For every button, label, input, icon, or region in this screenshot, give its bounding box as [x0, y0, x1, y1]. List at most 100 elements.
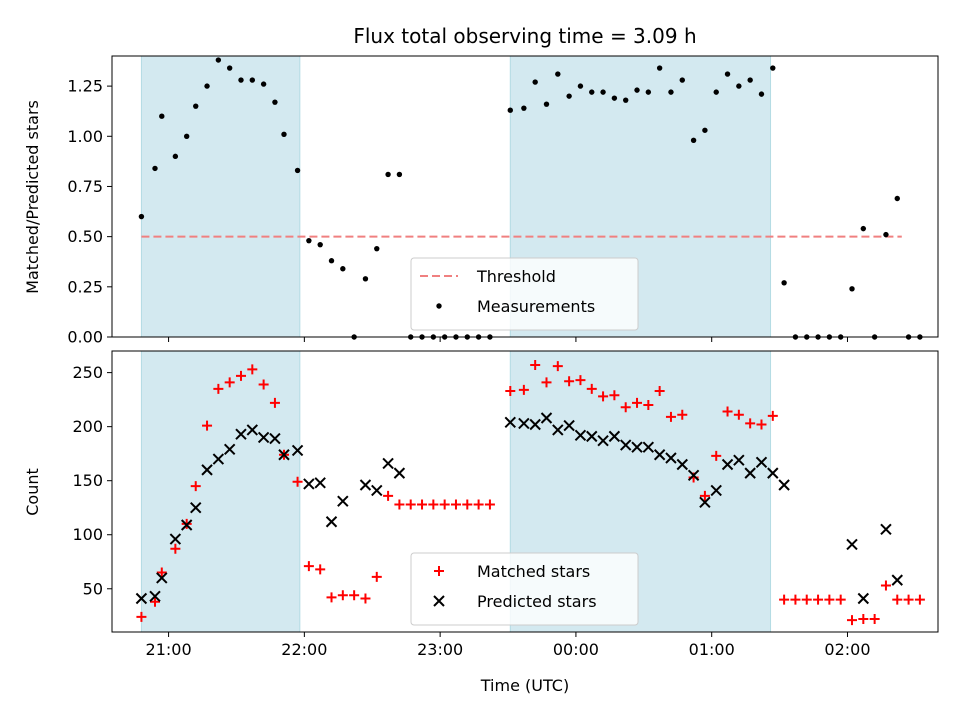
p0-measurements-point-54: [758, 91, 765, 97]
p0-measurements-point-7: [215, 57, 222, 63]
p1-matched-stars-point-42: [620, 402, 631, 413]
p0-measurements-point-37: [566, 93, 572, 99]
p1-x-tick-label-2: 23:00: [417, 640, 463, 659]
p1-predicted-stars-point-8: [223, 443, 236, 456]
p1-predicted-stars-point-47: [778, 479, 790, 491]
p1-predicted-stars-point-12: [269, 432, 281, 445]
p1-matched-stars-point-19: [349, 590, 360, 601]
p1-predicted-stars-point-27: [552, 424, 564, 436]
p1-matched-stars-point-28: [450, 499, 461, 510]
p1-matched-stars-point-41: [609, 390, 620, 401]
p1-matched-stars-point-0: [136, 611, 147, 622]
p1-matched-stars-point-27: [439, 499, 450, 510]
bottom-y-axis-label: Count: [23, 468, 42, 516]
p1-predicted-stars-point-36: [653, 449, 666, 461]
p1-matched-stars-point-59: [813, 594, 824, 605]
p0-measurements-point-56: [781, 280, 787, 286]
p1-matched-stars-point-50: [711, 450, 722, 461]
p0-measurements-point-43: [634, 87, 640, 93]
p1-matched-stars-point-26: [428, 499, 439, 510]
p1-predicted-stars-point-48: [846, 538, 858, 551]
bottom-panel: 50 100 150 200 250 21:00 22:00 23:00 00:00 01:00 0…: [72, 350, 939, 659]
p1-matched-stars-point-67: [903, 594, 914, 605]
p1-predicted-stars-point-41: [710, 484, 722, 497]
p0-measurements-point-33: [521, 105, 527, 111]
p1-predicted-stars-point-2: [156, 572, 168, 584]
p1-x-tick-label-5: 02:00: [824, 640, 870, 659]
p1-y-tick-label-2: 150: [72, 471, 103, 490]
p1-matched-stars-point-14: [292, 476, 303, 487]
p1-matched-stars-point-16: [315, 564, 326, 575]
p1-matched-stars-point-53: [745, 418, 756, 429]
p1-matched-stars-point-21: [371, 571, 382, 582]
p0-measurements-point-16: [317, 241, 323, 248]
p1-predicted-stars-point-0: [135, 592, 148, 605]
p1-predicted-stars-point-11: [257, 431, 270, 444]
p1-predicted-stars-point-51: [891, 574, 903, 586]
p0-measurements-point-5: [193, 103, 199, 109]
p1-matched-stars-point-38: [575, 375, 586, 386]
p1-y-tick-label-3: 200: [72, 417, 103, 436]
p1-matched-stars-point-8: [224, 377, 235, 388]
p1-predicted-stars-point-49: [857, 592, 870, 605]
p0-measurements-point-66: [894, 195, 900, 202]
p0-measurements-point-53: [747, 77, 753, 83]
p0-measurements-point-39: [589, 89, 595, 95]
p0-measurements-point-49: [702, 127, 708, 133]
p1-predicted-stars-point-10: [246, 424, 259, 436]
p1-predicted-stars-point-29: [574, 429, 587, 442]
p0-measurements-point-17: [328, 258, 335, 264]
p1-matched-stars-point-1: [149, 596, 160, 607]
p0-legend-measurements-swatch: [436, 303, 442, 309]
p0-legend-threshold-label: Threshold: [476, 267, 556, 286]
p1-matched-stars-point-68: [914, 594, 925, 605]
p0-y-tick-label-0: 0.00: [67, 328, 103, 347]
p1-predicted-stars-point-13: [278, 449, 290, 461]
p1-matched-stars-point-58: [801, 594, 812, 605]
p1-matched-stars-point-30: [473, 499, 484, 510]
p1-matched-stars-point-66: [892, 594, 903, 605]
p1-matched-stars-point-31: [484, 499, 495, 510]
p0-legend-box: [410, 257, 639, 331]
p1-matched-stars-point-49: [699, 490, 710, 501]
p0-measurements-point-35: [543, 101, 550, 107]
p1-predicted-stars-point-46: [767, 467, 779, 479]
p0-y-tick-label-4: 1.00: [67, 127, 103, 146]
p1-matched-stars-point-34: [530, 360, 541, 371]
p1-x-tick-label-0: 21:00: [146, 640, 192, 659]
p0-measurements-point-10: [249, 77, 256, 83]
p1-predicted-stars-point-38: [676, 458, 688, 471]
p1-matched-stars-point-51: [722, 406, 733, 417]
p1-matched-stars-point-47: [677, 409, 688, 420]
p0-measurements-point-65: [883, 231, 889, 238]
p1-predicted-stars-point-14: [291, 444, 304, 457]
p0-legend-measurements-label: Measurements: [477, 297, 595, 316]
p1-predicted-stars-point-22: [393, 467, 406, 479]
p0-measurements-point-6: [204, 83, 210, 89]
p1-predicted-stars-point-16: [314, 477, 326, 489]
p1-legend-matched-stars-label: Matched stars: [477, 562, 590, 581]
p1-predicted-stars-point-5: [190, 502, 202, 514]
p0-measurements-point-41: [611, 95, 618, 101]
p1-predicted-stars-point-31: [597, 434, 609, 447]
x-axis-label: Time (UTC): [480, 676, 569, 695]
p1-matched-stars-point-44: [643, 400, 654, 411]
p0-measurements-point-9: [238, 77, 244, 83]
p1-axes-frame: [111, 350, 939, 633]
p1-shaded-interval-0: [140, 350, 301, 633]
p0-measurements-point-62: [849, 286, 855, 292]
p1-predicted-stars-point-1: [149, 590, 161, 603]
p0-measurements-point-52: [736, 83, 742, 89]
p0-measurements-point-13: [281, 131, 287, 137]
p1-predicted-stars-point-21: [382, 457, 394, 470]
p0-measurements-point-23: [396, 171, 403, 178]
p0-measurements-point-18: [340, 266, 346, 272]
p0-measurements-point-36: [555, 71, 561, 77]
p1-x-tick-label-4: 01:00: [689, 640, 735, 659]
p1-matched-stars-point-23: [394, 499, 405, 510]
p1-matched-stars-point-52: [733, 409, 744, 420]
p1-matched-stars-point-17: [326, 592, 337, 603]
p0-measurements-point-8: [226, 65, 233, 71]
p0-y-tick-label-1: 0.25: [67, 277, 103, 296]
p1-matched-stars-point-60: [824, 594, 835, 605]
